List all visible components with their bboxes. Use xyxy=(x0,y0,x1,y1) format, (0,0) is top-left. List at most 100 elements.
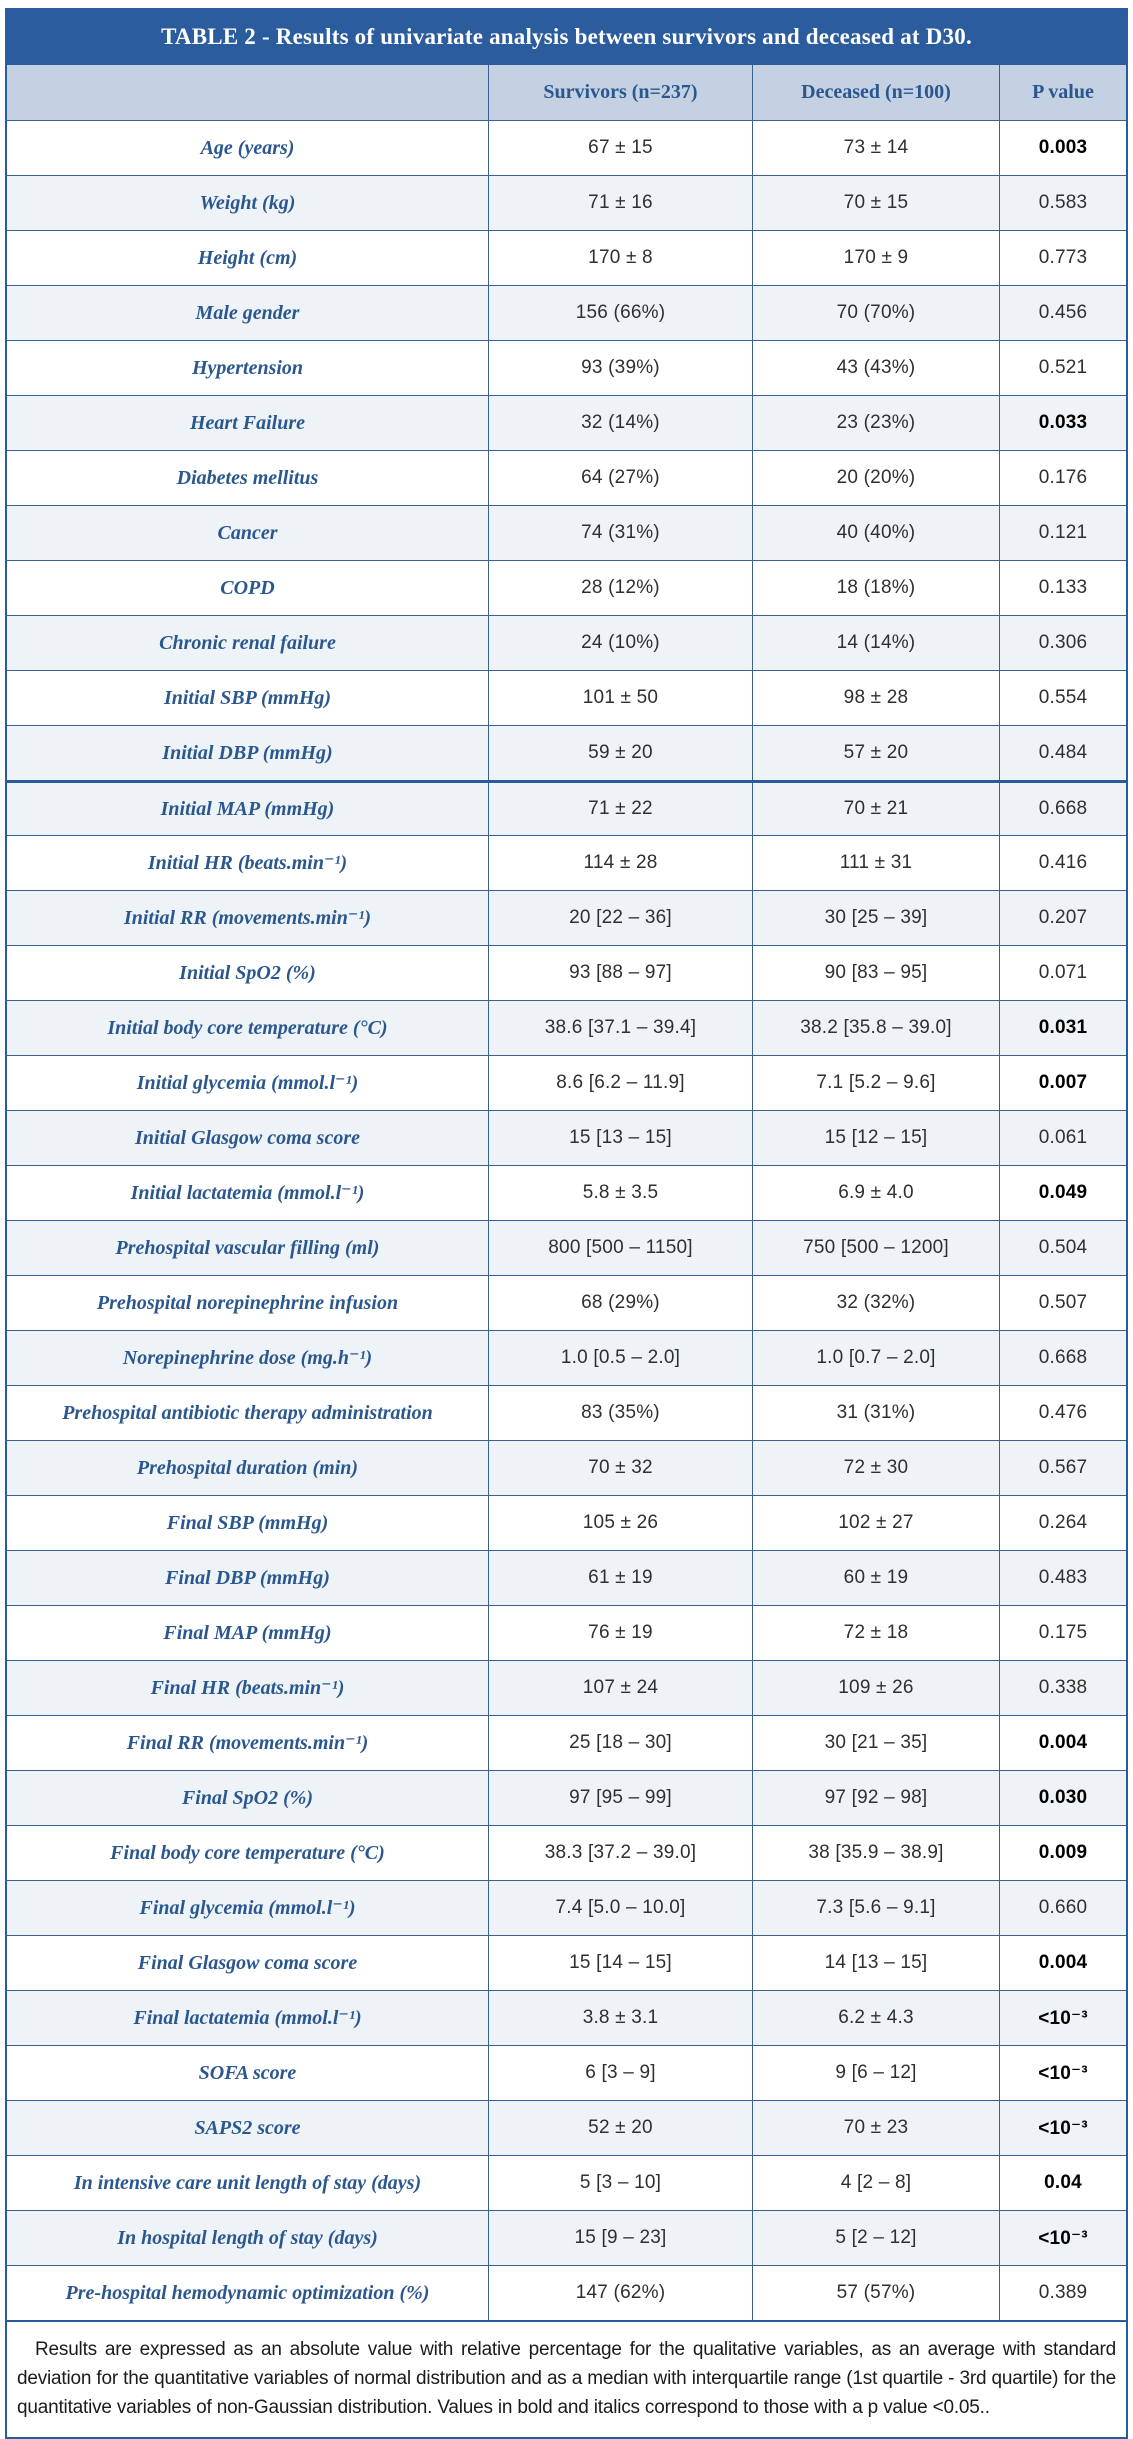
deceased-value: 5 [2 – 12] xyxy=(752,2211,999,2265)
p-value: 0.554 xyxy=(999,671,1126,725)
deceased-value: 6.2 ± 4.3 xyxy=(752,1991,999,2045)
p-value: <10⁻³ xyxy=(999,2101,1126,2155)
deceased-value: 38.2 [35.8 – 39.0] xyxy=(752,1001,999,1055)
deceased-value: 7.3 [5.6 – 9.1] xyxy=(752,1881,999,1935)
p-value: 0.176 xyxy=(999,451,1126,505)
table-row: Heart Failure 32 (14%) 23 (23%) 0.033 xyxy=(7,395,1126,450)
row-label: Height (cm) xyxy=(197,247,298,269)
p-value: 0.133 xyxy=(999,561,1126,615)
row-label: Final RR (movements.min⁻¹) xyxy=(126,1732,369,1754)
survivors-value: 68 (29%) xyxy=(488,1276,752,1330)
p-value: 0.660 xyxy=(999,1881,1126,1935)
deceased-value: 72 ± 18 xyxy=(752,1606,999,1660)
survivors-value: 32 (14%) xyxy=(488,396,752,450)
row-label: Final MAP (mmHg) xyxy=(163,1622,332,1644)
survivors-value: 74 (31%) xyxy=(488,506,752,560)
survivors-value: 3.8 ± 3.1 xyxy=(488,1991,752,2045)
survivors-value: 38.6 [37.1 – 39.4] xyxy=(488,1001,752,1055)
survivors-value: 5.8 ± 3.5 xyxy=(488,1166,752,1220)
row-label: Prehospital antibiotic therapy administr… xyxy=(62,1402,433,1424)
deceased-value: 30 [25 – 39] xyxy=(752,891,999,945)
survivors-value: 24 (10%) xyxy=(488,616,752,670)
table-row: SOFA score 6 [3 – 9] 9 [6 – 12] <10⁻³ xyxy=(7,2045,1126,2100)
survivors-value: 15 [9 – 23] xyxy=(488,2211,752,2265)
table-row: Age (years) 67 ± 15 73 ± 14 0.003 xyxy=(7,120,1126,175)
survivors-value: 105 ± 26 xyxy=(488,1496,752,1550)
row-label: Initial MAP (mmHg) xyxy=(160,798,335,820)
survivors-value: 8.6 [6.2 – 11.9] xyxy=(488,1056,752,1110)
survivors-value: 64 (27%) xyxy=(488,451,752,505)
deceased-value: 72 ± 30 xyxy=(752,1441,999,1495)
deceased-value: 70 ± 15 xyxy=(752,176,999,230)
p-value: 0.521 xyxy=(999,341,1126,395)
table-row: Chronic renal failure 24 (10%) 14 (14%) 0.3… xyxy=(7,615,1126,670)
survivors-value: 101 ± 50 xyxy=(488,671,752,725)
survivors-value: 7.4 [5.0 – 10.0] xyxy=(488,1881,752,1935)
p-value: <10⁻³ xyxy=(999,1991,1126,2045)
survivors-value: 107 ± 24 xyxy=(488,1661,752,1715)
survivors-value: 70 ± 32 xyxy=(488,1441,752,1495)
p-value: 0.007 xyxy=(999,1056,1126,1110)
p-value: 0.04 xyxy=(999,2156,1126,2210)
row-label: Final HR (beats.min⁻¹) xyxy=(150,1677,345,1699)
deceased-value: 102 ± 27 xyxy=(752,1496,999,1550)
deceased-value: 18 (18%) xyxy=(752,561,999,615)
survivors-value: 15 [14 – 15] xyxy=(488,1936,752,1990)
table-row: In intensive care unit length of stay (d… xyxy=(7,2155,1126,2210)
row-label: Chronic renal failure xyxy=(159,632,336,654)
deceased-value: 750 [500 – 1200] xyxy=(752,1221,999,1275)
row-label: SAPS2 score xyxy=(194,2117,301,2139)
p-value: 0.583 xyxy=(999,176,1126,230)
deceased-value: 4 [2 – 8] xyxy=(752,2156,999,2210)
p-value: 0.009 xyxy=(999,1826,1126,1880)
deceased-value: 70 ± 21 xyxy=(752,783,999,835)
deceased-value: 40 (40%) xyxy=(752,506,999,560)
deceased-value: 97 [92 – 98] xyxy=(752,1771,999,1825)
row-label: Weight (kg) xyxy=(199,192,296,214)
table-row: SAPS2 score 52 ± 20 70 ± 23 <10⁻³ xyxy=(7,2100,1126,2155)
survivors-value: 93 (39%) xyxy=(488,341,752,395)
table-row: Final MAP (mmHg) 76 ± 19 72 ± 18 0.175 xyxy=(7,1605,1126,1660)
p-value: 0.389 xyxy=(999,2266,1126,2320)
row-label: Prehospital norepinephrine infusion xyxy=(96,1292,399,1314)
table-row: Initial DBP (mmHg) 59 ± 20 57 ± 20 0.484 xyxy=(7,725,1126,780)
deceased-value: 43 (43%) xyxy=(752,341,999,395)
survivors-value: 83 (35%) xyxy=(488,1386,752,1440)
survivors-value: 5 [3 – 10] xyxy=(488,2156,752,2210)
table-row: Male gender 156 (66%) 70 (70%) 0.456 xyxy=(7,285,1126,340)
p-value: 0.264 xyxy=(999,1496,1126,1550)
table-row: Initial Glasgow coma score 15 [13 – 15] 15… xyxy=(7,1110,1126,1165)
row-label: SOFA score xyxy=(198,2062,297,2084)
row-label: Final glycemia (mmol.l⁻¹) xyxy=(139,1897,356,1919)
deceased-value: 14 [13 – 15] xyxy=(752,1936,999,1990)
p-value: 0.004 xyxy=(999,1936,1126,1990)
table-row: Initial HR (beats.min⁻¹) 114 ± 28 111 ± 31… xyxy=(7,835,1126,890)
p-value: 0.773 xyxy=(999,231,1126,285)
header-cell-pvalue: P value xyxy=(999,65,1126,120)
row-label: Final body core temperature (°C) xyxy=(110,1842,385,1864)
p-value: 0.071 xyxy=(999,946,1126,1000)
row-label: Age (years) xyxy=(200,137,295,159)
table-row: Final RR (movements.min⁻¹) 25 [18 – 30] 30… xyxy=(7,1715,1126,1770)
p-value: 0.484 xyxy=(999,726,1126,780)
deceased-value: 111 ± 31 xyxy=(752,836,999,890)
table-row: Weight (kg) 71 ± 16 70 ± 15 0.583 xyxy=(7,175,1126,230)
survivors-value: 38.3 [37.2 – 39.0] xyxy=(488,1826,752,1880)
table-row: Norepinephrine dose (mg.h⁻¹) 1.0 [0.5 – 2… xyxy=(7,1330,1126,1385)
table-row: Pre-hospital hemodynamic optimization (%… xyxy=(7,2265,1126,2320)
survivors-value: 71 ± 16 xyxy=(488,176,752,230)
deceased-value: 57 (57%) xyxy=(752,2266,999,2320)
deceased-value: 32 (32%) xyxy=(752,1276,999,1330)
p-value: 0.030 xyxy=(999,1771,1126,1825)
table-row: Prehospital duration (min) 70 ± 32 72 ± 30… xyxy=(7,1440,1126,1495)
row-label: Initial glycemia (mmol.l⁻¹) xyxy=(136,1072,359,1094)
table-row: Height (cm) 170 ± 8 170 ± 9 0.773 xyxy=(7,230,1126,285)
deceased-value: 20 (20%) xyxy=(752,451,999,505)
p-value: 0.416 xyxy=(999,836,1126,890)
table-row: Prehospital antibiotic therapy administr… xyxy=(7,1385,1126,1440)
row-label: Initial SBP (mmHg) xyxy=(163,687,332,709)
row-label: Final DBP (mmHg) xyxy=(165,1567,330,1589)
table-row: Final HR (beats.min⁻¹) 107 ± 24 109 ± 26 0.… xyxy=(7,1660,1126,1715)
table-title: TABLE 2 - Results of univariate analysis… xyxy=(7,10,1126,64)
survivors-value: 6 [3 – 9] xyxy=(488,2046,752,2100)
